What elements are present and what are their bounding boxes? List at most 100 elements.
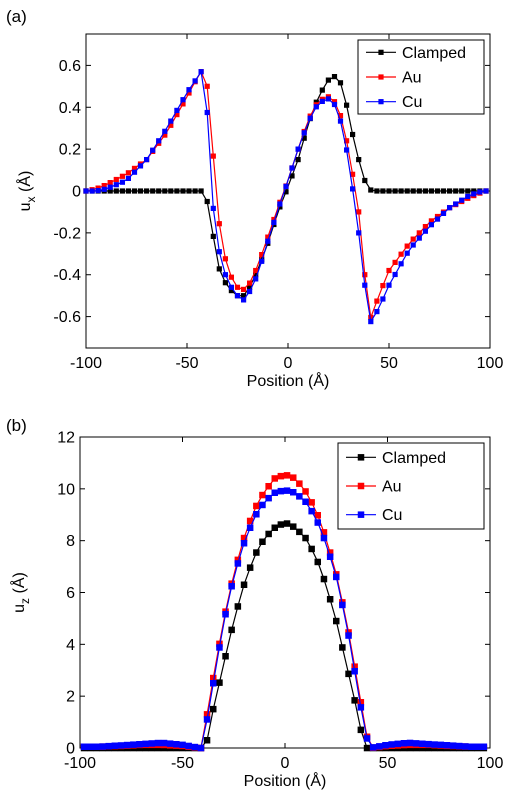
data-point-clamped bbox=[459, 188, 465, 194]
data-point-cu bbox=[203, 716, 211, 723]
data-point-cu bbox=[325, 96, 331, 102]
data-point-clamped bbox=[428, 188, 434, 194]
data-point-clamped bbox=[216, 679, 223, 686]
data-point-cu bbox=[228, 284, 234, 290]
data-point-cu bbox=[456, 742, 463, 750]
legend-label: Cu bbox=[402, 94, 422, 111]
data-point-clamped bbox=[131, 188, 138, 194]
data-point-au bbox=[162, 132, 168, 138]
y-tick-label: 6 bbox=[66, 585, 75, 602]
data-point-au bbox=[283, 472, 291, 479]
data-point-clamped bbox=[228, 288, 234, 294]
legend-swatch-marker bbox=[378, 49, 384, 55]
data-point-cu bbox=[136, 741, 143, 748]
data-point-cu bbox=[168, 118, 174, 124]
data-point-cu bbox=[404, 250, 410, 256]
data-point-au bbox=[259, 491, 266, 499]
data-point-cu bbox=[333, 573, 340, 581]
data-point-au bbox=[344, 138, 350, 144]
data-point-cu bbox=[265, 238, 271, 244]
legend-label: Clamped bbox=[402, 45, 466, 62]
legend-swatch-marker bbox=[357, 482, 365, 490]
data-point-cu bbox=[307, 115, 313, 121]
y-axis-label: ux (Å) bbox=[15, 171, 38, 212]
data-point-cu bbox=[443, 742, 451, 749]
data-point-clamped bbox=[156, 188, 162, 194]
legend-swatch-marker bbox=[378, 99, 384, 105]
y-tick-label: 12 bbox=[57, 430, 75, 447]
x-tick-label: -100 bbox=[70, 355, 102, 372]
data-point-au bbox=[398, 251, 404, 257]
data-point-clamped bbox=[331, 74, 338, 80]
data-point-cu bbox=[210, 680, 217, 687]
data-point-cu bbox=[400, 740, 408, 747]
data-point-cu bbox=[95, 188, 101, 194]
data-point-clamped bbox=[351, 697, 358, 704]
y-label-unit: (Å) bbox=[9, 572, 28, 598]
data-point-clamped bbox=[180, 188, 186, 194]
data-point-clamped bbox=[144, 188, 150, 194]
data-point-clamped bbox=[210, 705, 217, 713]
data-point-clamped bbox=[471, 188, 477, 194]
data-point-clamped bbox=[301, 135, 307, 141]
data-point-cu bbox=[80, 743, 88, 750]
data-point-cu bbox=[148, 740, 155, 747]
data-point-cu bbox=[93, 743, 100, 750]
data-point-clamped bbox=[204, 198, 210, 205]
data-point-cu bbox=[392, 271, 398, 278]
data-point-au bbox=[392, 259, 398, 265]
data-point-cu bbox=[107, 184, 113, 190]
data-point-cu bbox=[179, 741, 186, 749]
y-tick-label: -0.2 bbox=[53, 225, 81, 242]
data-point-clamped bbox=[465, 188, 471, 194]
data-point-clamped bbox=[386, 188, 392, 194]
data-point-cu bbox=[308, 507, 315, 515]
data-point-cu bbox=[428, 222, 434, 228]
data-point-cu bbox=[382, 742, 389, 749]
data-point-au bbox=[180, 101, 186, 107]
data-point-cu bbox=[314, 519, 321, 526]
y-label-sub: x bbox=[24, 196, 38, 202]
data-point-au bbox=[101, 183, 107, 189]
data-point-clamped bbox=[392, 188, 398, 194]
data-point-clamped bbox=[296, 528, 303, 536]
panel-label: (a) bbox=[6, 7, 27, 26]
data-point-au bbox=[326, 549, 334, 556]
data-point-cu bbox=[259, 258, 265, 264]
data-point-clamped bbox=[416, 188, 422, 194]
data-point-cu bbox=[462, 743, 469, 750]
data-point-cu bbox=[156, 138, 162, 144]
data-point-clamped bbox=[380, 188, 386, 194]
data-point-clamped bbox=[404, 188, 410, 194]
x-tick-label: -50 bbox=[175, 355, 198, 372]
data-point-au bbox=[350, 171, 356, 177]
data-point-au bbox=[271, 475, 278, 482]
data-point-cu bbox=[416, 235, 422, 241]
y-tick-label: 2 bbox=[66, 689, 75, 706]
y-label-main: u bbox=[11, 604, 28, 613]
data-point-cu bbox=[480, 743, 488, 750]
data-point-clamped bbox=[186, 188, 192, 194]
x-tick-label: 50 bbox=[379, 755, 397, 772]
x-axis-label: Position (Å) bbox=[247, 371, 330, 390]
data-point-cu bbox=[234, 560, 242, 567]
data-point-cu bbox=[296, 493, 303, 500]
x-tick-label: 0 bbox=[284, 355, 293, 372]
data-point-clamped bbox=[295, 157, 301, 163]
data-point-cu bbox=[265, 494, 272, 502]
data-point-au bbox=[296, 480, 303, 487]
data-point-clamped bbox=[368, 187, 374, 193]
data-point-clamped bbox=[314, 558, 321, 566]
data-point-clamped bbox=[168, 188, 174, 194]
data-point-clamped bbox=[125, 188, 131, 194]
data-point-au bbox=[422, 224, 428, 230]
data-point-clamped bbox=[320, 575, 328, 583]
data-point-clamped bbox=[283, 189, 289, 195]
data-point-clamped bbox=[339, 644, 346, 651]
data-point-au bbox=[174, 112, 180, 118]
data-point-cu bbox=[173, 741, 180, 748]
data-point-clamped bbox=[374, 188, 380, 194]
data-point-cu bbox=[101, 186, 107, 192]
data-point-clamped bbox=[222, 653, 229, 660]
data-point-cu bbox=[356, 230, 362, 236]
